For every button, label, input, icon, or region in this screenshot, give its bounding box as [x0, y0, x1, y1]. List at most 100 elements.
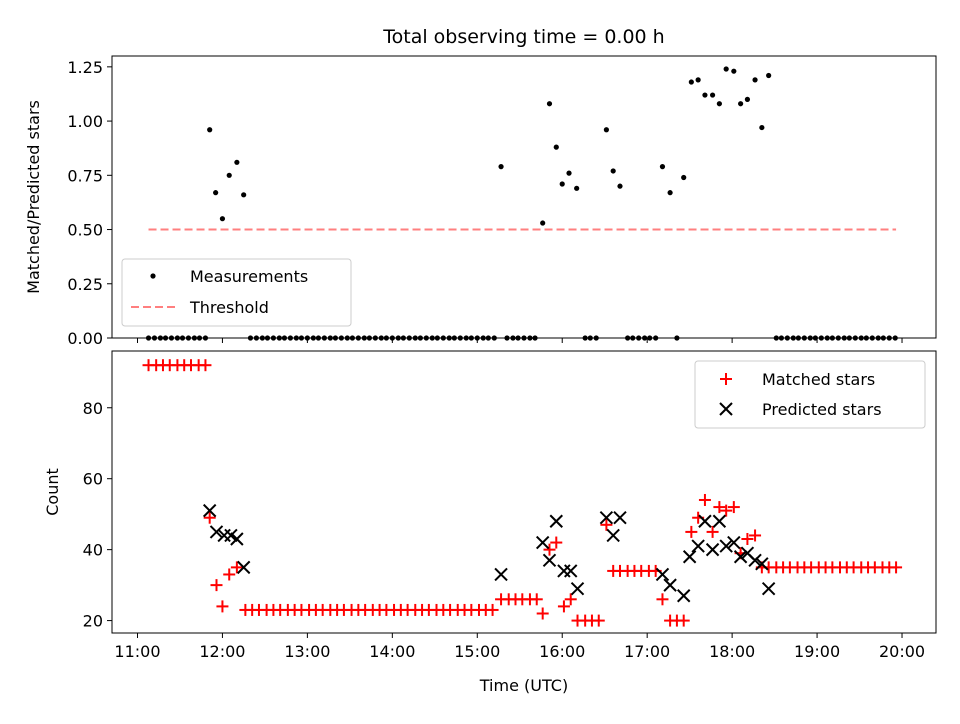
measurement-point	[226, 172, 232, 178]
measurement-point	[688, 79, 694, 85]
predicted-star-point	[606, 528, 620, 543]
bottom-y-axis-label: Count	[43, 468, 62, 516]
top-panel: Total observing time = 0.00 h Matched/Pr…	[24, 26, 937, 348]
bottom-x-tick-label: 14:00	[369, 642, 415, 661]
predicted-star-point	[682, 550, 697, 564]
bottom-y-tick-label: 80	[83, 399, 103, 418]
bottom-x-tick-label: 12:00	[199, 642, 245, 661]
measurement-point	[241, 192, 247, 198]
predicted-star-point	[236, 560, 251, 575]
legend-measurements-label: Measurements	[190, 267, 308, 286]
measurement-point	[566, 170, 572, 176]
predicted-star-point	[761, 581, 776, 596]
measurement-point	[702, 92, 708, 98]
measurement-point	[559, 181, 565, 187]
measurement-point	[759, 124, 765, 131]
bottom-x-tick-label: 11:00	[114, 642, 160, 661]
bottom-x-tick-label: 13:00	[284, 642, 330, 661]
matched-star-point	[685, 525, 698, 538]
measurement-point	[695, 77, 701, 83]
measurement-point	[681, 174, 687, 181]
legend-measurements-marker	[150, 273, 156, 279]
matched-star-point	[557, 600, 570, 613]
measurement-point	[610, 168, 616, 174]
matched-star-point	[223, 568, 236, 581]
bottom-y-ticks: 20 40 60 80	[83, 399, 112, 631]
top-y-tick-label: 0.50	[67, 221, 103, 240]
matched-star-point	[536, 607, 549, 620]
top-y-tick-label: 1.00	[67, 112, 103, 131]
legend-matched-label: Matched stars	[762, 370, 875, 389]
predicted-star-point	[691, 539, 705, 553]
measurement-point	[540, 220, 546, 226]
top-plot-frame	[111, 55, 937, 339]
predicted-star-point	[733, 550, 748, 564]
measurement-point	[617, 183, 623, 189]
matched-star-point	[890, 561, 903, 574]
legend-predicted-marker	[719, 402, 733, 416]
predicted-star-point	[230, 532, 244, 546]
matched-star-point	[713, 501, 726, 514]
bottom-x-ticks: 11:00 12:00 13:00 14:00 15:00 16:00 17:00 18:00…	[114, 633, 925, 661]
measurement-point	[752, 77, 758, 83]
bottom-x-tick-label: 17:00	[624, 642, 670, 661]
bottom-x-tick-label: 16:00	[539, 642, 585, 661]
measurement-point	[659, 164, 666, 170]
predicted-star-point	[727, 535, 741, 550]
top-legend: Measurements Threshold	[121, 258, 352, 327]
measurement-point	[723, 66, 729, 72]
predicted-star-point	[705, 542, 720, 557]
predicted-star-point	[663, 578, 677, 592]
top-y-axis-label: Matched/Predicted stars	[24, 100, 43, 294]
predicted-star-point	[202, 503, 217, 518]
measurement-point	[546, 101, 553, 107]
matched-star-point	[203, 511, 216, 524]
bottom-x-tick-label: 15:00	[454, 642, 500, 661]
matched-star-point	[698, 493, 711, 506]
bottom-x-axis-label: Time (UTC)	[479, 676, 568, 695]
matched-star-point	[656, 593, 669, 606]
predicted-star-point	[748, 553, 762, 567]
predicted-star-point	[570, 581, 585, 596]
top-chart-title: Total observing time = 0.00 h	[382, 26, 664, 48]
predicted-stars-points	[202, 503, 776, 603]
predicted-star-point	[613, 511, 627, 525]
matched-star-point	[210, 579, 223, 592]
bottom-y-tick-label: 40	[83, 541, 103, 560]
predicted-star-point	[549, 514, 563, 528]
predicted-star-point	[599, 511, 614, 525]
predicted-star-point	[698, 514, 712, 528]
matched-star-point	[600, 518, 613, 531]
matched-star-point	[486, 603, 499, 616]
top-y-tick-label: 0.75	[67, 166, 103, 185]
top-y-ticks: 0.00 0.25 0.50 0.75 1.00 1.25	[67, 58, 112, 348]
bottom-legend: Matched stars Predicted stars	[694, 360, 926, 429]
measurement-point	[219, 216, 226, 222]
matched-star-point	[677, 614, 690, 627]
predicted-star-point	[224, 528, 238, 543]
predicted-star-point	[655, 567, 670, 582]
matched-star-point	[741, 533, 754, 545]
predicted-star-point	[542, 553, 557, 567]
measurement-point	[731, 68, 737, 74]
legend-matched-marker	[720, 373, 732, 385]
bottom-x-tick-label: 18:00	[709, 642, 755, 661]
top-y-tick-label: 0.25	[67, 275, 103, 294]
measurement-point	[213, 190, 219, 196]
predicted-star-point	[755, 557, 769, 571]
measurement-point	[709, 92, 716, 98]
measurement-point	[234, 159, 240, 165]
measurement-point	[603, 127, 610, 133]
top-y-tick-label: 1.25	[67, 58, 103, 77]
bottom-y-tick-label: 60	[83, 470, 103, 489]
matched-star-point	[564, 593, 577, 606]
bottom-panel: Count Time (UTC) 20 40 60 80 11:00 12:00 13:0…	[43, 350, 937, 695]
matched-star-point	[706, 525, 719, 538]
legend-threshold-label: Threshold	[189, 298, 269, 317]
measurement-point	[716, 101, 722, 107]
predicted-star-point	[676, 589, 691, 603]
measurement-point	[766, 72, 772, 79]
predicted-star-point	[564, 564, 578, 578]
measurement-point	[207, 127, 213, 133]
